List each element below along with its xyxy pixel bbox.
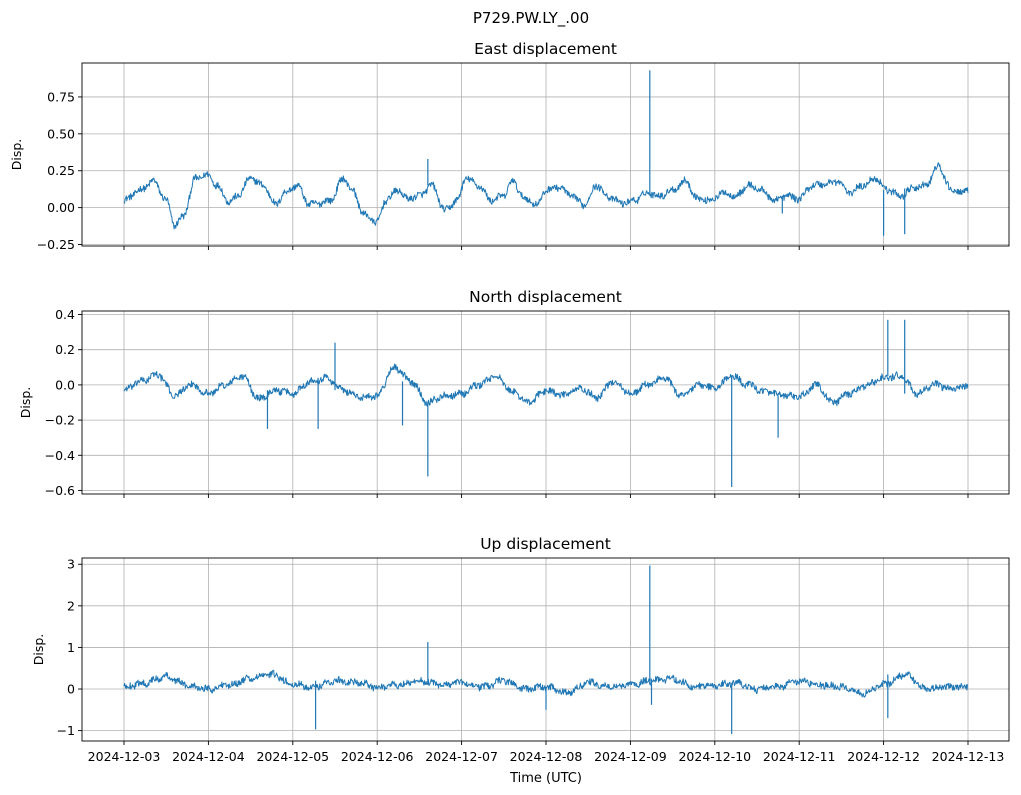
x-tick-label: 2024-12-06 bbox=[341, 749, 414, 764]
y-axis-label: Disp. bbox=[31, 634, 46, 666]
y-tick-label: −1 bbox=[57, 723, 75, 738]
x-tick-label: 2024-12-05 bbox=[256, 749, 329, 764]
y-axis-label: Disp. bbox=[9, 139, 24, 171]
axes-frame bbox=[81, 557, 1010, 742]
x-tick-label: 2024-12-10 bbox=[678, 749, 751, 764]
x-axis-label: Time (UTC) bbox=[509, 771, 582, 786]
panel-title: North displacement bbox=[469, 288, 622, 306]
panel-title: East displacement bbox=[474, 40, 617, 58]
axes-frame bbox=[81, 310, 1010, 495]
y-tick-label: −0.4 bbox=[45, 448, 75, 463]
east-panel: −0.25 0.00 0.25 0.50 0.75 East displacement Di… bbox=[9, 40, 1010, 252]
up-panel: −1 0 1 2 3 2024-12-03 2024-12-04 2024-12-05 2024… bbox=[31, 535, 1010, 764]
x-tick-label: 2024-12-03 bbox=[88, 749, 161, 764]
x-tick-label: 2024-12-08 bbox=[510, 749, 583, 764]
y-tick-label: −0.25 bbox=[37, 237, 75, 252]
y-axis-label: Disp. bbox=[18, 387, 33, 419]
x-tick-label: 2024-12-12 bbox=[847, 749, 920, 764]
x-tick-label: 2024-12-04 bbox=[172, 749, 245, 764]
x-tick-label: 2024-12-13 bbox=[932, 749, 1005, 764]
y-tick-label: 0.25 bbox=[47, 163, 75, 178]
y-tick-label: 1 bbox=[67, 640, 75, 655]
panel-title: Up displacement bbox=[480, 535, 611, 553]
displacement-series-line bbox=[123, 162, 969, 230]
y-tick-label: 2 bbox=[67, 598, 75, 613]
y-tick-label: 0.50 bbox=[47, 126, 75, 141]
y-tick-label: 0 bbox=[67, 682, 75, 697]
x-tick-label: 2024-12-11 bbox=[763, 749, 836, 764]
y-tick-label: −0.6 bbox=[45, 483, 75, 498]
x-tick-label: 2024-12-07 bbox=[425, 749, 498, 764]
axes-frame bbox=[81, 62, 1010, 247]
y-tick-label: 0.2 bbox=[55, 342, 75, 357]
displacement-series-line bbox=[123, 363, 969, 407]
figure-suptitle: P729.PW.LY_.00 bbox=[473, 9, 589, 28]
y-tick-label: 0.0 bbox=[55, 377, 75, 392]
x-tick-label: 2024-12-09 bbox=[594, 749, 667, 764]
y-tick-label: 3 bbox=[67, 557, 75, 572]
y-tick-label: 0.00 bbox=[47, 200, 75, 215]
y-tick-label: 0.75 bbox=[47, 89, 75, 104]
north-panel: −0.6 −0.4 −0.2 0.0 0.2 0.4 North displacement D… bbox=[18, 288, 1010, 498]
y-tick-label: −0.2 bbox=[45, 413, 75, 428]
y-tick-label: 0.4 bbox=[55, 307, 75, 322]
